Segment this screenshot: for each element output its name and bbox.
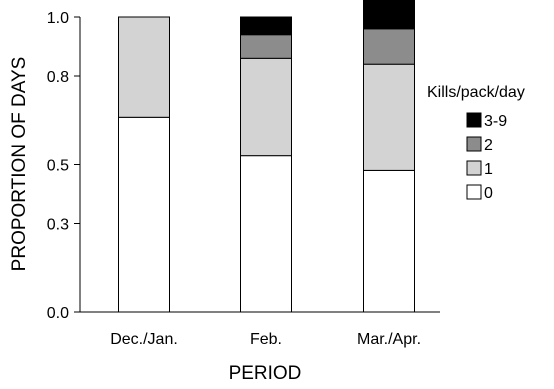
y-axis-label: PROPORTION OF DAYS — [9, 57, 30, 272]
legend: Kills/pack/day 3-9 2 1 0 — [427, 84, 525, 202]
bar-segment-feb-2 — [240, 34, 292, 59]
bar-segment-mar-apr-3-9 — [363, 0, 415, 30]
legend-swatch — [466, 184, 482, 200]
x-tick-label: Feb. — [250, 331, 282, 348]
legend-swatch — [466, 112, 482, 128]
legend-title: Kills/pack/day — [427, 84, 525, 101]
bar-segment-dec-jan-0 — [118, 116, 170, 313]
x-tick-label: Mar./Apr. — [357, 331, 421, 348]
bar-segment-dec-jan-1 — [118, 16, 170, 118]
legend-label: 0 — [484, 185, 493, 202]
legend-label: 1 — [484, 161, 493, 178]
x-axis-label: PERIOD — [229, 363, 302, 384]
y-tick-label: 0.5 — [47, 158, 69, 175]
y-ticks: 0.0 0.3 0.5 0.8 1.0 — [47, 10, 80, 322]
bar-segment-mar-apr-2 — [363, 28, 415, 65]
x-tick-label: Dec./Jan. — [110, 331, 178, 348]
bar-segment-feb-1 — [240, 57, 292, 157]
legend-label: 2 — [484, 137, 493, 154]
bar-segment-feb-3-9 — [240, 16, 292, 36]
x-ticks: Dec./Jan. Feb. Mar./Apr. — [110, 331, 421, 348]
y-tick-label: 0.0 — [47, 305, 69, 322]
bars-layer — [118, 0, 415, 313]
bar-segment-feb-0 — [240, 155, 292, 313]
y-tick-label: 0.3 — [47, 217, 69, 234]
y-tick-label: 1.0 — [47, 10, 69, 27]
bar-segment-mar-apr-1 — [363, 63, 415, 171]
legend-swatch — [466, 136, 482, 152]
legend-swatch — [466, 160, 482, 176]
legend-label: 3-9 — [484, 113, 507, 130]
bar-segment-mar-apr-0 — [363, 169, 415, 313]
y-tick-label: 0.8 — [47, 69, 69, 86]
